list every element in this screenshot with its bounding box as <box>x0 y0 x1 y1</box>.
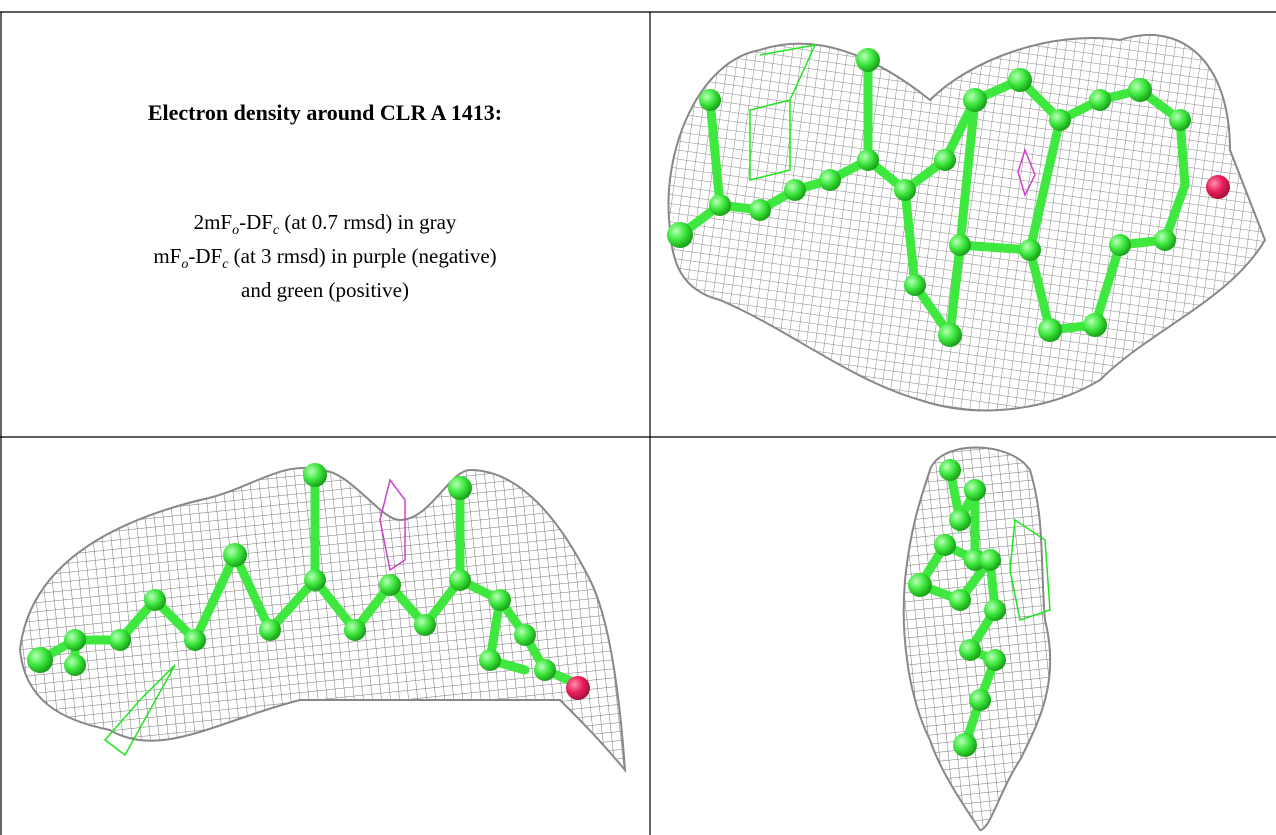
caption-text: -DF <box>188 244 222 268</box>
figure-title: Electron density around CLR A 1413: <box>0 100 650 126</box>
density-view-2 <box>20 463 625 770</box>
page: Electron density around CLR A 1413: 2mFo… <box>0 0 1276 835</box>
caption-line: mFo-DFc (at 3 rmsd) in purple (negative) <box>0 244 650 273</box>
caption-line: and green (positive) <box>0 278 650 303</box>
caption-text: (at 0.7 rmsd) in gray <box>279 210 456 234</box>
caption-text: (at 3 rmsd) in purple (negative) <box>228 244 496 268</box>
density-view-3 <box>904 448 1051 831</box>
density-view-1 <box>667 35 1265 410</box>
caption-line: 2mFo-DFc (at 0.7 rmsd) in gray <box>0 210 650 239</box>
caption-text: 2mF <box>194 210 233 234</box>
caption-text: mF <box>153 244 181 268</box>
caption-text: -DF <box>239 210 273 234</box>
caption-text: and green (positive) <box>241 278 409 302</box>
